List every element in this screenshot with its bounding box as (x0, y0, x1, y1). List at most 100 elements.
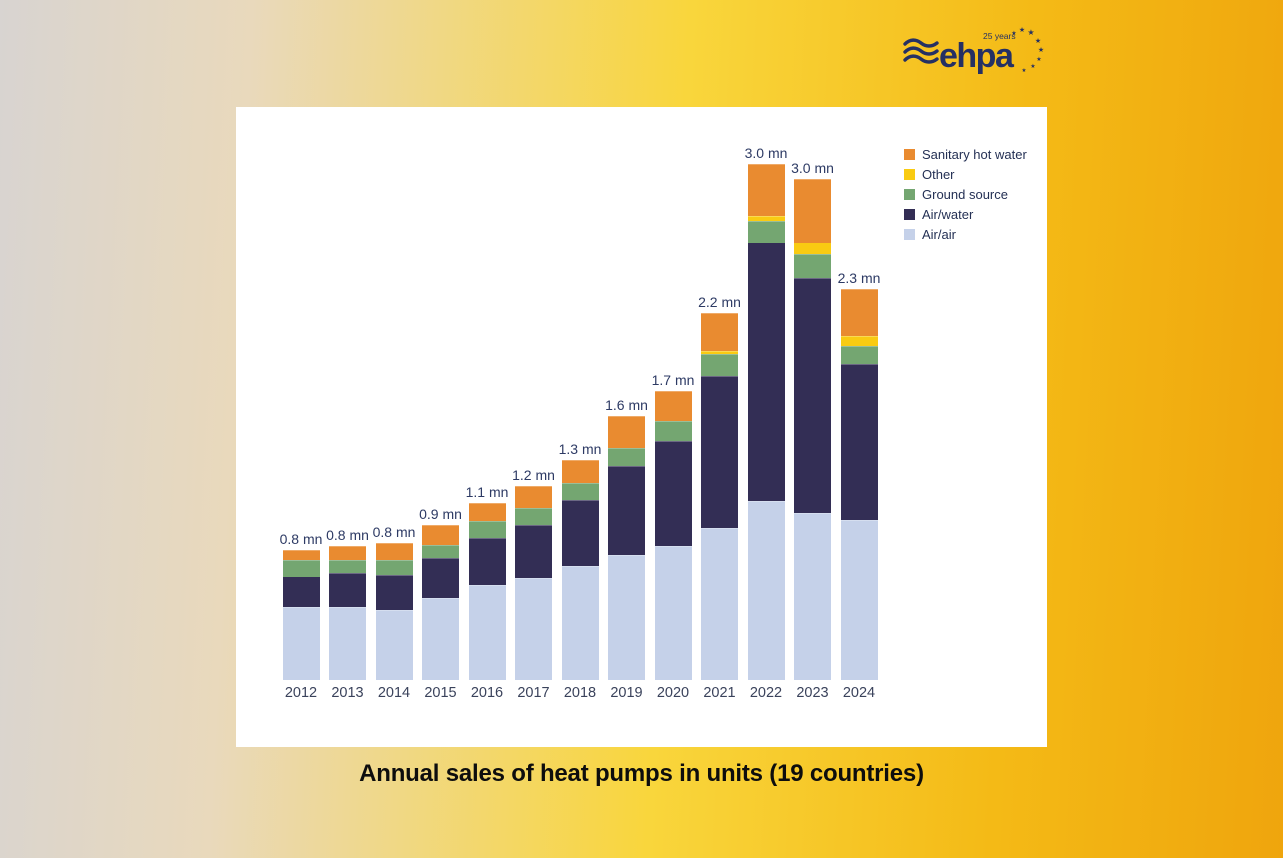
bar-2012 (282, 549, 320, 680)
bar-segment-2019-air-air (608, 554, 645, 680)
legend-item-sanitary-hot-water: Sanitary hot water (904, 144, 1027, 164)
bar-segment-2022-other (747, 215, 785, 221)
logo-brand-text: ehpa (939, 37, 1015, 74)
bar-segment-2018-ground-source (561, 482, 599, 500)
bar-segment-2023-air-water (794, 277, 831, 513)
bar-2023 (794, 179, 831, 680)
bar-segment-2016-ground-source (468, 521, 506, 539)
bar-total-label-2023: 3.0 mn (791, 160, 834, 176)
bar-segment-2022-air-water (747, 242, 785, 502)
bar-segment-2022-air-air (747, 501, 785, 680)
legend-label: Other (922, 166, 955, 182)
chart-area: 0.8 mn 2012 0.8 mn 2013 0.8 mn 2014 0.9 mn 2015… (236, 107, 1047, 747)
x-tick-2014: 2014 (377, 685, 411, 701)
logo-anniversary-text: 25 years (983, 31, 1016, 41)
bar-segment-2016-air-water (468, 538, 506, 585)
svg-text:★: ★ (1036, 56, 1041, 63)
bar-2021 (701, 312, 738, 680)
svg-text:★: ★ (1019, 26, 1025, 34)
bar-segment-2014-sanitary-hot-water (375, 543, 413, 560)
legend-label: Air/water (922, 206, 974, 222)
bar-segment-2012-air-water (282, 576, 320, 607)
bar-segment-2020-air-air (654, 546, 692, 680)
bar-segment-2018-air-water (561, 499, 599, 567)
legend-label: Sanitary hot water (922, 146, 1027, 162)
bar-segment-2023-air-air (794, 513, 831, 680)
x-tick-2024: 2024 (842, 685, 876, 701)
bar-2017 (515, 486, 552, 680)
legend-item-air-water: Air/water (904, 204, 1027, 224)
bar-segment-2017-air-water (515, 524, 552, 579)
chart-panel: 0.8 mn 2012 0.8 mn 2013 0.8 mn 2014 0.9 mn 2015… (236, 107, 1047, 747)
bar-segment-2021-air-water (701, 376, 738, 528)
svg-text:★: ★ (1038, 46, 1044, 54)
bar-segment-2017-air-air (515, 578, 552, 680)
bar-total-label-2015: 0.9 mn (419, 505, 462, 522)
bar-segment-2019-air-water (608, 466, 645, 555)
bar-segment-2017-sanitary-hot-water (515, 486, 552, 508)
bar-2015 (422, 524, 459, 680)
x-tick-2018: 2018 (563, 685, 597, 701)
bar-total-label-2019: 1.6 mn (605, 397, 648, 414)
legend-swatch-icon (904, 228, 915, 240)
chart-legend: Sanitary hot water Other Ground source Air/… (904, 144, 1027, 244)
legend-item-ground-source: Ground source (904, 184, 1027, 204)
bar-segment-2023-other (794, 242, 831, 255)
bar-segment-2019-ground-source (608, 447, 645, 467)
bar-segment-2014-air-water (375, 574, 413, 610)
bar-segment-2013-ground-source (329, 559, 366, 574)
bar-total-label-2020: 1.7 mn (651, 372, 695, 389)
bar-2013 (329, 546, 366, 680)
bar-2020 (654, 391, 692, 680)
bar-segment-2013-air-air (329, 606, 366, 680)
bar-segment-2024-air-water (840, 364, 878, 520)
bar-segment-2014-ground-source (375, 559, 413, 575)
bar-2022 (747, 163, 785, 680)
ehpa-logo: ehpa 25 years ★ ★ ★ ★ ★ ★ ★ ★ (901, 22, 1049, 75)
bar-total-label-2021: 2.2 mn (698, 293, 741, 310)
bar-total-label-2014: 0.8 mn (372, 524, 416, 541)
bar-segment-2013-sanitary-hot-water (329, 546, 366, 560)
bar-segment-2021-air-air (701, 528, 738, 680)
x-tick-2013: 2013 (331, 685, 364, 701)
bar-segment-2012-sanitary-hot-water (282, 549, 320, 560)
bar-segment-2023-sanitary-hot-water (794, 179, 831, 243)
bar-segment-2012-ground-source (282, 559, 320, 577)
x-tick-2022: 2022 (749, 685, 783, 701)
bar-segment-2024-air-air (840, 519, 878, 680)
bar-2018 (561, 459, 599, 680)
bar-segment-2016-sanitary-hot-water (468, 502, 506, 522)
bar-total-label-2017: 1.2 mn (512, 467, 555, 484)
bar-2024 (840, 289, 878, 680)
bar-segment-2024-ground-source (840, 346, 878, 365)
bar-segment-2020-air-water (654, 441, 692, 547)
bar-segment-2018-air-air (561, 566, 599, 680)
svg-text:★: ★ (1035, 37, 1041, 45)
bar-2014 (375, 543, 413, 680)
bar-segment-2012-air-air (282, 606, 320, 680)
x-tick-2019: 2019 (610, 685, 643, 701)
x-tick-2023: 2023 (796, 685, 829, 701)
bar-segment-2022-ground-source (747, 220, 785, 243)
bar-total-label-2013: 0.8 mn (326, 527, 369, 544)
x-tick-2020: 2020 (656, 685, 690, 701)
legend-swatch-icon (904, 148, 915, 160)
bar-total-label-2022: 3.0 mn (744, 145, 788, 161)
legend-swatch-icon (904, 208, 915, 220)
legend-label: Ground source (922, 186, 1008, 202)
x-tick-2016: 2016 (470, 685, 504, 701)
x-tick-2012: 2012 (284, 685, 318, 701)
bar-segment-2019-sanitary-hot-water (608, 416, 645, 448)
x-tick-2021: 2021 (703, 685, 736, 701)
chart-caption: Annual sales of heat pumps in units (19 … (359, 760, 924, 787)
bar-segment-2017-ground-source (515, 508, 552, 525)
svg-text:★: ★ (1030, 63, 1035, 70)
x-tick-2017: 2017 (517, 685, 550, 701)
bar-segment-2015-air-air (422, 598, 459, 680)
bar-segment-2015-ground-source (422, 544, 459, 559)
bar-segment-2021-ground-source (701, 354, 738, 377)
bar-2016 (468, 502, 506, 680)
legend-item-air-air: Air/air (904, 224, 1027, 244)
legend-item-other: Other (904, 164, 1027, 184)
bar-total-label-2024: 2.3 mn (837, 270, 881, 287)
